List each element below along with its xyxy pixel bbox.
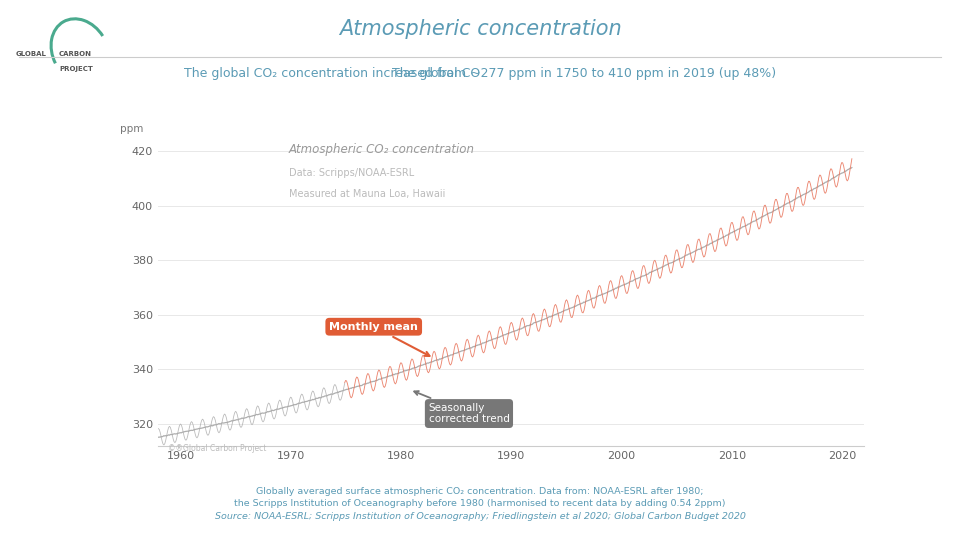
- Text: Globally averaged surface atmospheric CO₂ concentration. Data from: NOAA-ESRL af: Globally averaged surface atmospheric CO…: [256, 487, 704, 496]
- Text: the Scripps Institution of Oceanography before 1980 (harmonised to recent data b: the Scripps Institution of Oceanography …: [234, 500, 726, 509]
- Text: Seasonally
corrected trend: Seasonally corrected trend: [414, 391, 510, 424]
- Text: The global CO: The global CO: [392, 68, 480, 80]
- Text: The global CO₂ concentration increased from ~277 ppm in 1750 to 410 ppm in 2019 : The global CO₂ concentration increased f…: [184, 68, 776, 80]
- Text: Measured at Mauna Loa, Hawaii: Measured at Mauna Loa, Hawaii: [289, 189, 445, 199]
- Text: Atmospheric CO₂ concentration: Atmospheric CO₂ concentration: [289, 144, 475, 157]
- Text: ppm: ppm: [120, 124, 143, 134]
- Text: Data: Scripps/NOAA-ESRL: Data: Scripps/NOAA-ESRL: [289, 168, 414, 178]
- Text: ©®Global Carbon Project: ©®Global Carbon Project: [168, 444, 266, 453]
- Text: CARBON: CARBON: [59, 51, 92, 57]
- Text: GLOBAL: GLOBAL: [15, 51, 46, 57]
- Text: Atmospheric concentration: Atmospheric concentration: [339, 19, 621, 39]
- Text: Source: NOAA-ESRL; Scripps Institution of Oceanography; Friedlingstein et al 202: Source: NOAA-ESRL; Scripps Institution o…: [215, 512, 745, 521]
- Text: Monthly mean: Monthly mean: [329, 322, 429, 356]
- Text: PROJECT: PROJECT: [59, 66, 93, 72]
